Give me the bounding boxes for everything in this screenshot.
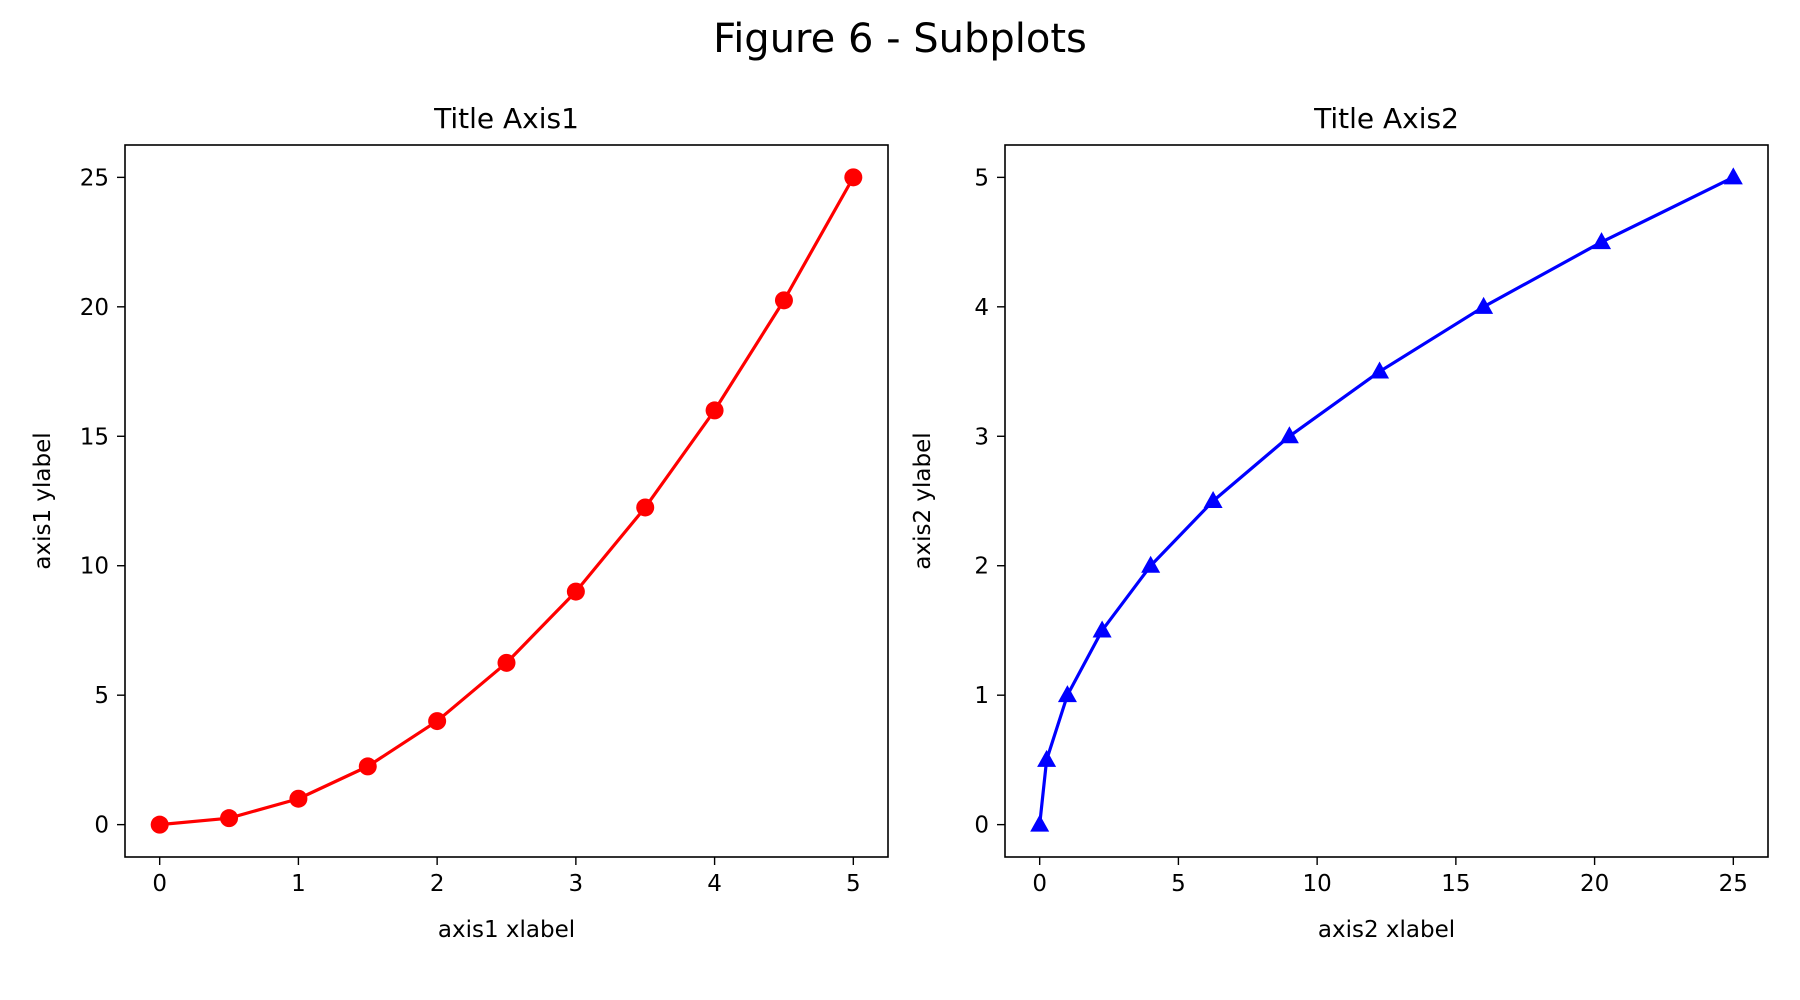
axis1-xlabel: axis1 xlabel <box>438 917 575 943</box>
axis2-xtick-label: 0 <box>1032 871 1047 897</box>
axis2-ytick-label: 4 <box>974 295 989 321</box>
axis1-data-point <box>844 168 863 187</box>
axis2-title: Title Axis2 <box>1313 102 1459 135</box>
axis2-ylabel: axis2 ylabel <box>910 432 936 569</box>
axis2-data-point <box>1141 555 1161 573</box>
axis1-xtick-label: 4 <box>707 871 722 897</box>
axis1-xtick-label: 3 <box>569 871 584 897</box>
axis2-data-point <box>1092 620 1112 638</box>
axis2-data-point <box>1474 296 1494 314</box>
axis2-data-point <box>1723 167 1743 185</box>
axis2-xtick-label: 15 <box>1441 871 1470 897</box>
axis2-ytick-label: 0 <box>974 813 989 839</box>
axis2-xtick-label: 5 <box>1171 871 1186 897</box>
axis1-ytick-label: 0 <box>94 813 109 839</box>
axis1-xtick-label: 0 <box>152 871 167 897</box>
subplot-axis1: 0 1 2 3 4 5 0 5 10 15 20 25 Title Axis1 axis1 xlabel a… <box>30 102 889 943</box>
axis2-frame <box>1004 144 1769 858</box>
axis1-ytick-label: 5 <box>94 683 109 709</box>
axis2-xlabel: axis2 xlabel <box>1318 917 1455 943</box>
axis2-xtick-label: 25 <box>1719 871 1748 897</box>
axis1-xtick-label: 2 <box>430 871 445 897</box>
axis1-ylabel: axis1 ylabel <box>30 432 56 569</box>
axis2-data-point <box>1030 814 1050 832</box>
axis2-data-point <box>1037 749 1057 767</box>
axis1-xtick-label: 5 <box>846 871 861 897</box>
axis2-xtick-label: 20 <box>1580 871 1609 897</box>
axis2-data-point <box>1203 491 1223 508</box>
axis1-ytick-label: 25 <box>80 165 109 191</box>
axis1-data-point <box>774 291 793 310</box>
axis1-data-point <box>636 498 655 517</box>
axis2-xtick-label: 10 <box>1302 871 1331 897</box>
axis1-data-point <box>358 757 377 776</box>
axis1-xtick-label: 1 <box>291 871 306 897</box>
axis2-data-point <box>1057 685 1077 703</box>
axis2-data-point <box>1279 426 1299 444</box>
axis2-data-point <box>1370 361 1390 379</box>
axis2-data-point <box>1592 232 1612 250</box>
axis2-ytick-label: 2 <box>974 554 989 580</box>
axis2-ytick-label: 3 <box>974 424 989 450</box>
axis1-data-point <box>289 789 308 808</box>
figure-title: Figure 6 - Subplots <box>713 16 1087 62</box>
axis1-data-point <box>150 815 169 834</box>
axis1-data-point <box>220 809 239 828</box>
axis1-ytick-label: 10 <box>80 554 109 580</box>
axis1-data-point <box>497 653 516 672</box>
axis1-data-point <box>428 712 447 731</box>
axis1-title: Title Axis1 <box>433 102 579 135</box>
axis1-ytick-label: 20 <box>80 295 109 321</box>
axis1-frame <box>124 144 889 858</box>
axis2-ytick-label: 5 <box>974 165 989 191</box>
axis1-data-point <box>566 582 585 601</box>
axis1-ytick-label: 15 <box>80 424 109 450</box>
axis2-ytick-label: 1 <box>974 683 989 709</box>
axis1-data-point <box>705 401 724 420</box>
subplot-axis2: 0 5 10 15 20 25 0 1 2 3 4 5 Title Axis2 axis2 xlabel a… <box>910 102 1769 943</box>
